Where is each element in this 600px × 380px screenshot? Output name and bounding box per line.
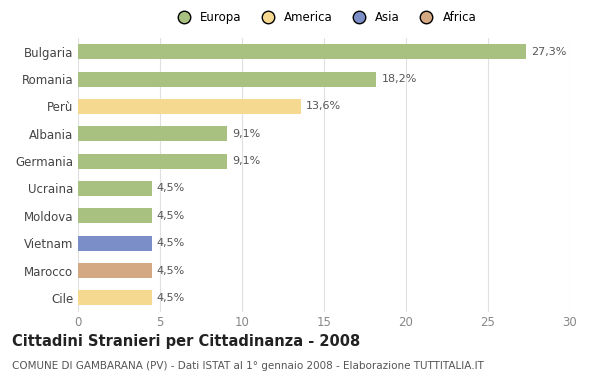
Text: 27,3%: 27,3% bbox=[530, 47, 566, 57]
Bar bbox=[78, 126, 227, 141]
Text: 4,5%: 4,5% bbox=[157, 238, 185, 248]
Text: 18,2%: 18,2% bbox=[382, 74, 417, 84]
Bar bbox=[78, 236, 152, 251]
Bar bbox=[78, 71, 376, 87]
Bar bbox=[78, 154, 227, 169]
Text: 4,5%: 4,5% bbox=[157, 184, 185, 193]
Text: 4,5%: 4,5% bbox=[157, 293, 185, 303]
Text: Cittadini Stranieri per Cittadinanza - 2008: Cittadini Stranieri per Cittadinanza - 2… bbox=[12, 334, 360, 349]
Bar bbox=[78, 44, 526, 59]
Text: 4,5%: 4,5% bbox=[157, 211, 185, 221]
Legend: Europa, America, Asia, Africa: Europa, America, Asia, Africa bbox=[169, 8, 479, 26]
Bar bbox=[78, 181, 152, 196]
Text: 13,6%: 13,6% bbox=[306, 101, 341, 111]
Text: 9,1%: 9,1% bbox=[232, 129, 260, 139]
Text: COMUNE DI GAMBARANA (PV) - Dati ISTAT al 1° gennaio 2008 - Elaborazione TUTTITAL: COMUNE DI GAMBARANA (PV) - Dati ISTAT al… bbox=[12, 361, 484, 371]
Bar bbox=[78, 99, 301, 114]
Bar bbox=[78, 208, 152, 223]
Bar bbox=[78, 263, 152, 278]
Text: 4,5%: 4,5% bbox=[157, 266, 185, 276]
Text: 9,1%: 9,1% bbox=[232, 156, 260, 166]
Bar bbox=[78, 290, 152, 306]
